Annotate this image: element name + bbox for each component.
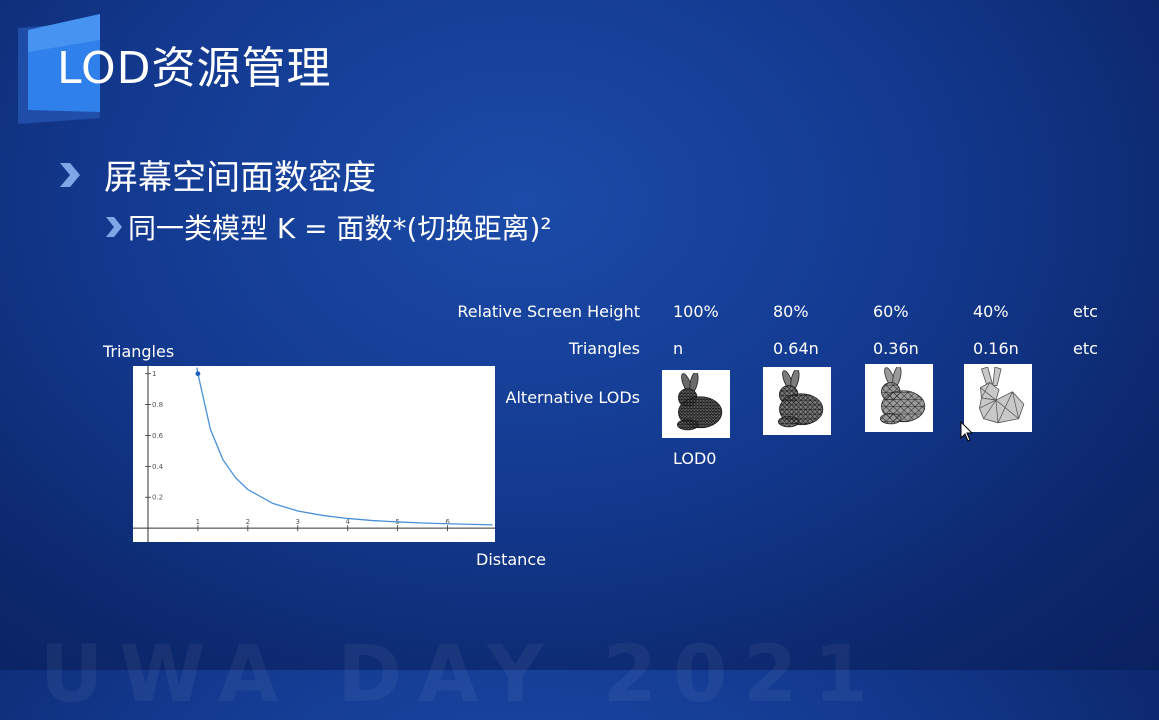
bullet-level-2-text: 同一类模型 K = 面数*(切换距离)² — [128, 212, 552, 245]
y-tick-label: 0.2 — [152, 494, 163, 502]
row-label-alternative-lods: Alternative LODs — [505, 388, 640, 407]
bullet-level-1: 屏幕空间面数密度 — [58, 150, 376, 199]
screen-height-cell: 60% — [873, 302, 909, 321]
data-point-highlight — [195, 371, 201, 377]
triangles-cell: 0.64n — [773, 339, 819, 358]
y-tick-label: 0.4 — [152, 463, 164, 471]
chart-x-axis-label: Distance — [476, 550, 546, 569]
x-tick-label: 6 — [445, 518, 450, 526]
chart-canvas: 1 2 3 4 5 60.20.40.60.81 — [133, 366, 495, 542]
corner-logo-block — [18, 14, 100, 124]
lod0-caption: LOD0 — [673, 449, 717, 468]
background-watermark: UWA DAY 2021 — [40, 630, 884, 720]
triangles-cell: etc — [1073, 339, 1098, 358]
triangles-cell: n — [673, 339, 684, 358]
slide-title: LOD资源管理 — [57, 43, 332, 94]
row-label-triangles: Triangles — [568, 339, 640, 358]
row-label-relative-screen-height: Relative Screen Height — [457, 302, 640, 321]
screen-height-cell: 100% — [673, 302, 719, 321]
triangles-vs-distance-plot: 1 2 3 4 5 6 0.2 0.4 0.6 0.8 1 — [133, 366, 495, 542]
bunny-lod3-icon — [964, 364, 1032, 432]
screen-height-cell: etc — [1073, 302, 1098, 321]
triangles-cell: 0.16n — [973, 339, 1019, 358]
bunny-lod1-icon — [763, 367, 831, 435]
mouse-cursor-icon — [960, 421, 974, 442]
x-tick-label: 2 — [246, 518, 250, 526]
bunny-lod2-icon — [865, 364, 933, 432]
x-tick-label: 1 — [196, 518, 200, 526]
bullet-level-1-text: 屏幕空间面数密度 — [104, 158, 376, 198]
screen-height-cell: 80% — [773, 302, 809, 321]
screen-height-cell: 40% — [973, 302, 1009, 321]
chevron-right-icon — [106, 217, 122, 237]
y-tick-label: 1 — [152, 370, 156, 378]
chevron-right-icon — [60, 162, 80, 187]
chart-y-axis-label: Triangles — [103, 342, 175, 361]
series-line-triangles — [196, 367, 493, 526]
x-tick-label: 3 — [296, 518, 300, 526]
x-tick-label: 4 — [345, 518, 350, 526]
bullet-level-2: 同一类模型 K = 面数*(切换距离)² — [104, 207, 552, 247]
triangles-cell: 0.36n — [873, 339, 919, 358]
y-tick-label: 0.6 — [152, 432, 164, 440]
y-tick-label: 0.8 — [152, 401, 163, 409]
bunny-lod0-icon — [662, 370, 730, 438]
